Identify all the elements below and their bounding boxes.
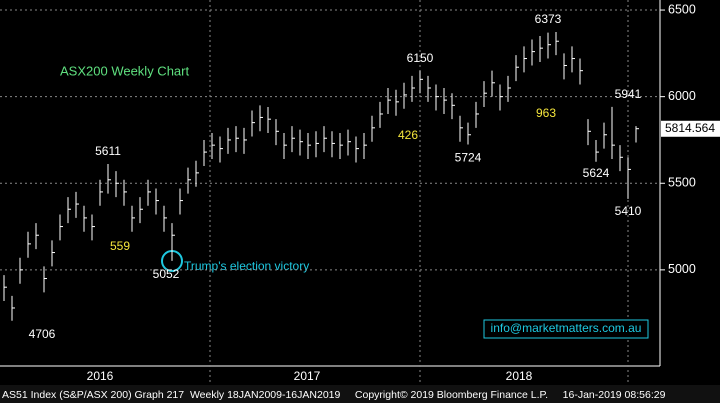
- price-annotation: 4706: [29, 327, 56, 341]
- range-label: 559: [110, 239, 130, 253]
- contact: info@marketmatters.com.au: [491, 321, 642, 335]
- last-price-box: [661, 120, 720, 137]
- y-tick-label: 5500: [668, 176, 696, 190]
- price-annotation: 6373: [535, 12, 562, 26]
- event-label: Trump's election victory: [184, 259, 309, 273]
- range-label: 426: [398, 128, 418, 142]
- price-annotation: 5410: [615, 204, 642, 218]
- chart-title: ASX200 Weekly Chart: [60, 63, 189, 78]
- y-tick-label: 5000: [668, 262, 696, 276]
- footer: AS51 Index (S&P/ASX 200) Graph 217 Weekl…: [2, 389, 666, 401]
- x-tick-label: 2018: [506, 369, 533, 383]
- price-annotation: 5941: [615, 87, 642, 101]
- y-tick-label: 6000: [668, 89, 696, 103]
- price-annotation: 5052: [153, 267, 180, 281]
- y-tick-label: 6500: [668, 2, 696, 16]
- price-annotation: 5624: [583, 166, 610, 180]
- price-annotation: 6150: [407, 51, 434, 65]
- range-label: 963: [536, 106, 556, 120]
- price-annotation: 5724: [455, 151, 482, 165]
- x-tick-label: 2016: [87, 369, 114, 383]
- footer-bar: [0, 385, 720, 403]
- price-annotation: 5611: [95, 144, 121, 158]
- x-tick-label: 2017: [294, 369, 321, 383]
- contact-box: [483, 319, 649, 339]
- last-price-label: 5814.564: [665, 121, 715, 135]
